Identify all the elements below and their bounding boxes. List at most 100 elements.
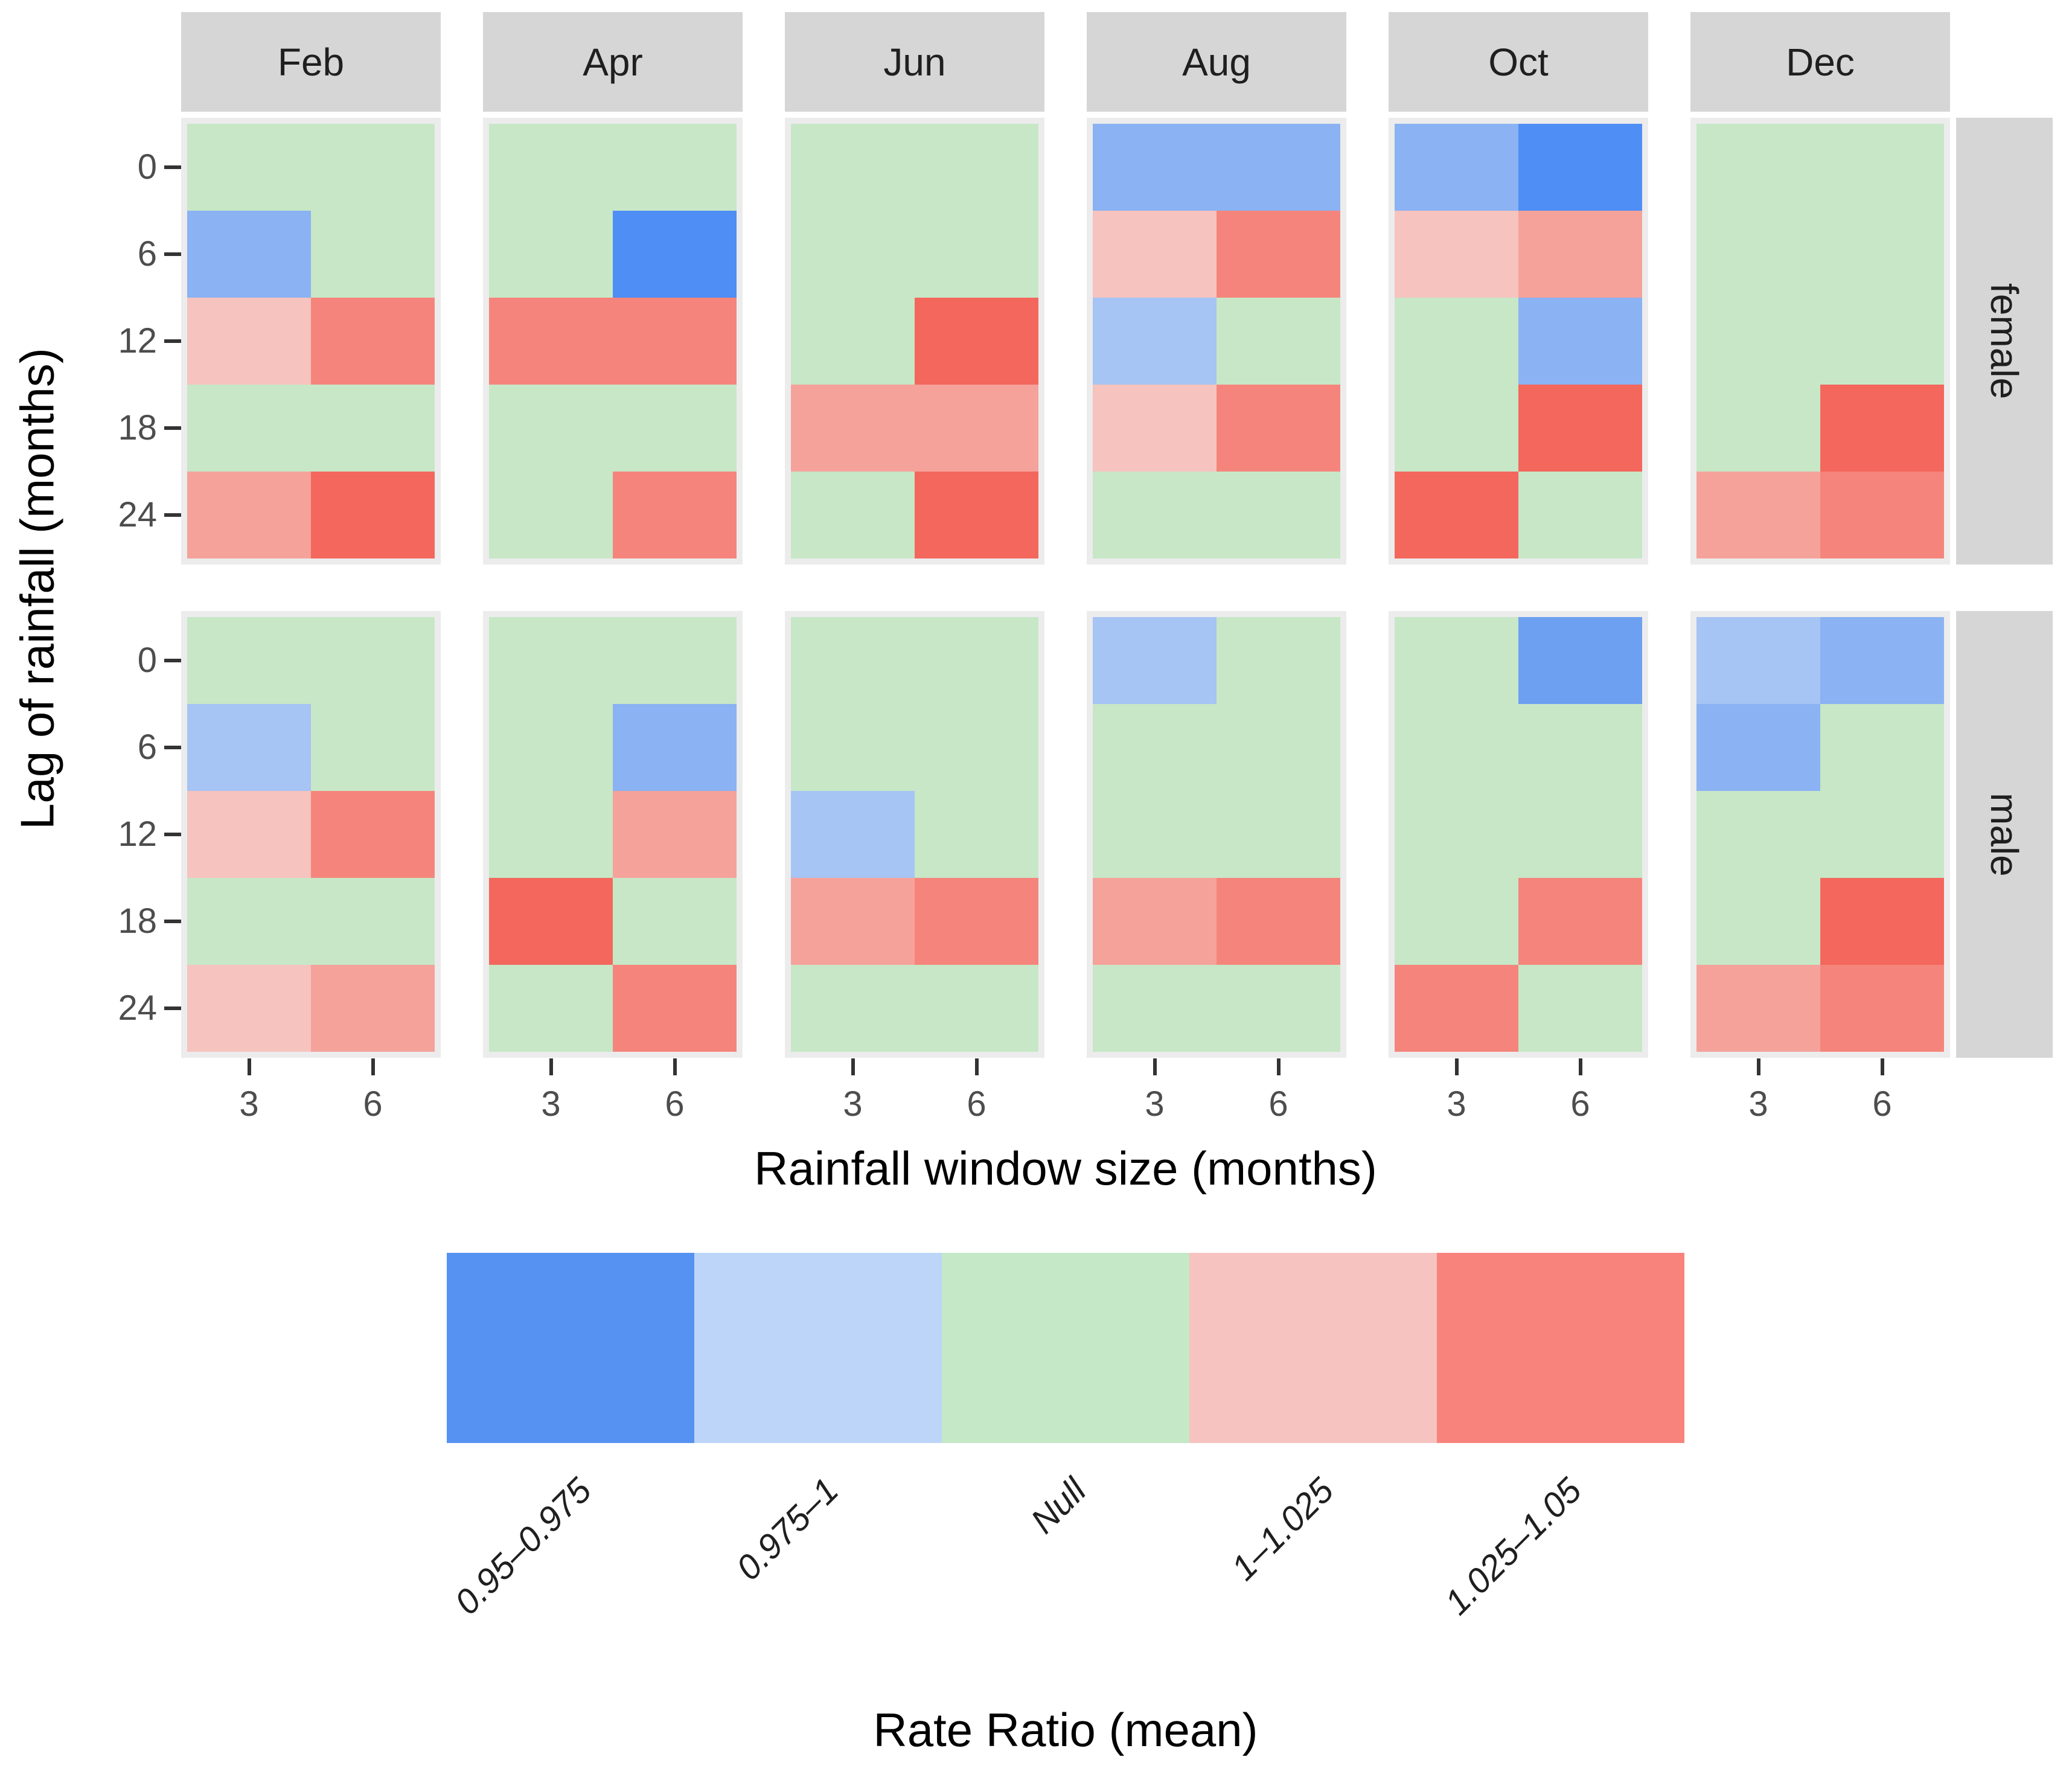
heatmap-cell — [1093, 965, 1217, 1052]
heatmap-cell — [1696, 385, 1820, 472]
legend-label: 0.975–1 — [729, 1470, 846, 1588]
heatmap-cell — [1696, 472, 1820, 558]
x-tick — [1578, 1058, 1582, 1075]
y-tick-label: 24 — [118, 988, 157, 1028]
heatmap-cell — [1820, 617, 1944, 704]
heatmap-cell — [1395, 472, 1518, 558]
heatmap-cell — [187, 298, 311, 385]
y-tick-label: 6 — [137, 728, 157, 767]
heatmap-cell — [311, 617, 435, 704]
heatmap-cell — [791, 472, 915, 558]
heatmap-cell — [187, 704, 311, 791]
heatmap-cell — [311, 211, 435, 298]
heatmap-cell — [915, 878, 1038, 965]
heatmap-cell — [187, 791, 311, 878]
x-tick — [371, 1058, 375, 1075]
heatmap-cell — [1395, 124, 1518, 211]
heatmap-cell — [489, 965, 613, 1052]
heatmap-cell — [1395, 965, 1518, 1052]
heatmap-cell — [1395, 704, 1518, 791]
x-tick — [1756, 1058, 1760, 1075]
heatmap-cell — [613, 791, 737, 878]
heatmap-cell — [1820, 878, 1944, 965]
facet-strip-male: male — [1956, 611, 2053, 1058]
heatmap-cell — [613, 124, 737, 211]
x-axis-title: Rainfall window size (months) — [754, 1142, 1377, 1195]
heatmap-cell — [311, 124, 435, 211]
heatmap-cell — [1395, 211, 1518, 298]
x-tick-label: 3 — [1447, 1084, 1466, 1124]
heatmap-cell — [489, 704, 613, 791]
y-tick — [164, 659, 181, 662]
heatmap-cell — [1518, 965, 1642, 1052]
heatmap-cell — [1217, 878, 1340, 965]
panel-female-aug — [1087, 118, 1346, 565]
legend-swatch-3 — [942, 1253, 1189, 1443]
heatmap-cell — [613, 617, 737, 704]
panel-male-jun — [785, 611, 1044, 1058]
y-tick — [164, 252, 181, 256]
panel-female-dec — [1690, 118, 1950, 565]
legend-title: Rate Ratio (mean) — [873, 1703, 1258, 1756]
x-tick — [673, 1058, 677, 1075]
heatmap-cell — [613, 965, 737, 1052]
heatmap-cell — [1696, 704, 1820, 791]
panel-male-feb — [181, 611, 441, 1058]
x-tick-label: 6 — [363, 1084, 383, 1124]
heatmap-cell — [791, 298, 915, 385]
heatmap-cell — [1696, 298, 1820, 385]
heatmap-cell — [791, 211, 915, 298]
heatmap-cell — [915, 704, 1038, 791]
panel-female-oct — [1389, 118, 1648, 565]
x-tick — [549, 1058, 553, 1075]
x-tick — [1454, 1058, 1459, 1075]
heatmap-cell — [1518, 878, 1642, 965]
heatmap-cell — [1093, 791, 1217, 878]
x-tick — [1153, 1058, 1157, 1075]
heatmap-cell — [1395, 617, 1518, 704]
y-tick — [164, 339, 181, 343]
heatmap-cell — [1518, 298, 1642, 385]
heatmap-cell — [311, 472, 435, 558]
x-tick-label: 3 — [541, 1084, 561, 1124]
heatmap-cell — [791, 878, 915, 965]
heatmap-cell — [1820, 211, 1944, 298]
facet-strip-label: Dec — [1786, 40, 1855, 84]
heatmap-cell — [489, 298, 613, 385]
heatmap-cell — [915, 298, 1038, 385]
facet-strip-label: Aug — [1182, 40, 1251, 84]
heatmap-cell — [1820, 124, 1944, 211]
heatmap-cell — [1518, 704, 1642, 791]
heatmap-cell — [1696, 878, 1820, 965]
heatmap-cell — [311, 298, 435, 385]
heatmap-cell — [1395, 878, 1518, 965]
heatmap-cell — [489, 878, 613, 965]
legend-swatch-2 — [694, 1253, 942, 1443]
legend-color-bar — [447, 1253, 1684, 1443]
heatmap-cell — [1217, 472, 1340, 558]
heatmap-cell — [1518, 211, 1642, 298]
y-tick-label: 18 — [118, 901, 157, 941]
heatmap-cell — [187, 385, 311, 472]
heatmap-cell — [489, 385, 613, 472]
x-tick — [1880, 1058, 1884, 1075]
y-tick-label: 12 — [118, 321, 157, 360]
facet-strip-label: female — [1983, 283, 2026, 400]
legend-swatch-1 — [447, 1253, 694, 1443]
heatmap-cell — [1217, 704, 1340, 791]
heatmap-cell — [187, 965, 311, 1052]
y-tick-label: 0 — [137, 147, 157, 187]
heatmap-cell — [311, 878, 435, 965]
facet-strip-label: Jun — [883, 40, 946, 84]
heatmap-cell — [187, 472, 311, 558]
heatmap-cell — [489, 791, 613, 878]
legend-label: Null — [1023, 1470, 1094, 1541]
x-tick-label: 6 — [665, 1084, 685, 1124]
heatmap-cell — [187, 878, 311, 965]
heatmap-cell — [1696, 791, 1820, 878]
facet-strip-dec: Dec — [1690, 12, 1950, 112]
y-tick — [164, 920, 181, 923]
facet-strip-oct: Oct — [1389, 12, 1648, 112]
legend-label: 1.025–1.05 — [1437, 1470, 1589, 1622]
